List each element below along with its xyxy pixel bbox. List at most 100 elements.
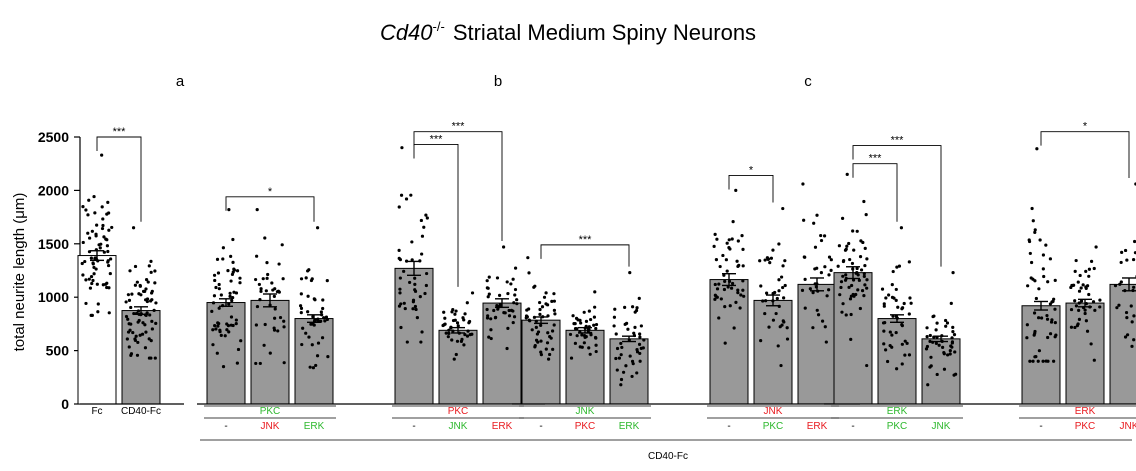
data-point (1125, 258, 1129, 262)
data-point (130, 292, 134, 296)
data-point (862, 199, 866, 204)
data-point (225, 328, 229, 332)
data-point (527, 271, 531, 275)
group-header-label: PKC (448, 406, 469, 417)
data-point (235, 269, 240, 273)
data-point (398, 291, 402, 295)
data-point (848, 297, 853, 301)
data-point (863, 246, 867, 250)
data-point (258, 361, 262, 366)
data-point (907, 353, 912, 357)
data-point (304, 331, 308, 335)
data-point (594, 343, 598, 347)
data-point (783, 283, 787, 288)
data-point (584, 319, 589, 324)
data-point (80, 261, 84, 266)
data-point (95, 223, 99, 227)
data-point (270, 281, 274, 285)
data-point (552, 308, 557, 312)
data-point (802, 218, 806, 222)
significance-bracket (1040, 131, 1130, 178)
data-point (216, 324, 220, 328)
data-point (589, 317, 593, 322)
data-point (620, 345, 624, 350)
data-point (106, 263, 111, 268)
group-header-label: ERK (1075, 406, 1096, 417)
data-point (1079, 286, 1083, 290)
x-tick-label: - (412, 421, 415, 432)
data-point (903, 353, 907, 357)
data-point (105, 281, 109, 285)
x-tick-label: ERK (619, 421, 640, 432)
data-point (129, 305, 133, 310)
data-point (551, 347, 555, 351)
data-point (311, 366, 315, 370)
data-point (217, 287, 221, 291)
data-point (277, 290, 281, 294)
significance-stars: *** (430, 133, 444, 145)
data-point (827, 255, 832, 259)
data-point (1133, 239, 1136, 244)
data-point (845, 244, 849, 248)
significance-bracket (413, 131, 503, 242)
data-point (895, 367, 899, 371)
data-point (215, 257, 220, 262)
data-point (96, 310, 100, 314)
data-point (212, 294, 217, 298)
data-point (513, 266, 518, 270)
data-point (572, 322, 576, 326)
bar (709, 279, 749, 405)
data-point (900, 362, 904, 366)
data-point (492, 308, 496, 313)
data-point (578, 318, 582, 322)
data-point (1025, 323, 1029, 327)
data-point (894, 330, 898, 335)
data-point (934, 328, 938, 332)
data-point (1077, 301, 1081, 305)
data-point (1123, 248, 1128, 253)
data-point (863, 263, 867, 268)
data-point (91, 262, 95, 266)
data-point (527, 307, 531, 311)
data-point (713, 293, 717, 297)
data-point (544, 302, 548, 306)
data-point (552, 292, 556, 296)
data-point (413, 304, 417, 309)
data-point (225, 322, 229, 326)
data-point (515, 302, 519, 306)
significance-stars: *** (579, 234, 593, 246)
data-point (861, 240, 865, 245)
data-point (1037, 316, 1041, 320)
data-point (862, 294, 866, 298)
data-point (734, 300, 738, 304)
x-tick-label: - (1039, 421, 1042, 432)
data-point (782, 296, 786, 300)
data-point (779, 363, 783, 368)
data-point (221, 257, 225, 261)
data-point (299, 277, 304, 281)
data-point (594, 326, 598, 331)
bar (1065, 302, 1105, 405)
data-point (758, 259, 762, 263)
data-point (84, 278, 88, 282)
y-tick-label: 500 (46, 343, 70, 359)
data-point (811, 291, 815, 295)
x-tick-label: ERK (492, 421, 513, 432)
data-point (1073, 299, 1077, 303)
data-point (628, 354, 632, 358)
data-point (136, 340, 140, 345)
data-point (781, 206, 785, 211)
data-point (446, 335, 450, 339)
data-point (81, 205, 85, 209)
x-tick-label: ERK (304, 421, 325, 432)
data-point (487, 275, 491, 279)
data-point (1078, 273, 1082, 278)
data-point (946, 353, 950, 357)
data-point (569, 356, 574, 360)
data-point (849, 312, 853, 317)
group-header-label: JNK (764, 406, 783, 417)
data-point (465, 301, 469, 305)
data-point (315, 226, 320, 230)
data-point (588, 352, 592, 356)
data-point (1070, 283, 1075, 288)
